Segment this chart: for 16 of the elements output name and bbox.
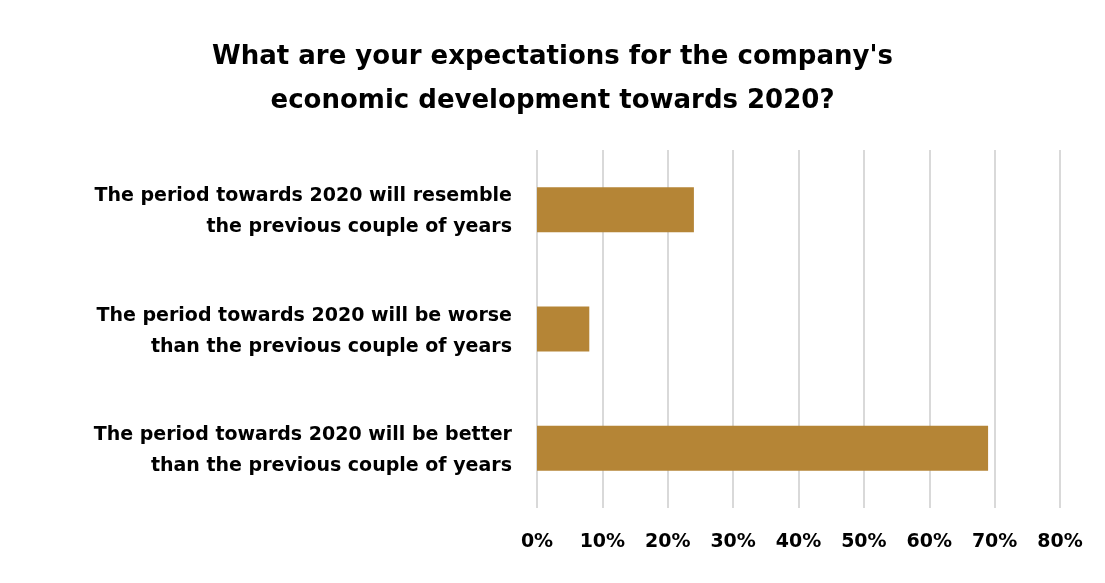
x-tick-label: 30% (710, 528, 756, 551)
x-tick-label: 10% (579, 528, 626, 551)
x-tick-label: 80% (1037, 528, 1083, 551)
y-tick-label: The period towards 2020 will be worse than the previous couple of years (96, 302, 512, 356)
x-tick-label: 0% (520, 528, 554, 551)
x-tick-label: 40% (775, 528, 822, 551)
bar (537, 187, 694, 233)
x-tick-label: 60% (906, 528, 952, 551)
bar (537, 425, 989, 471)
x-tick-label: 20% (645, 528, 691, 551)
y-tick-label: The period towards 2020 will be better than the previous couple of years (93, 421, 513, 475)
x-tick-label: 70% (971, 528, 1018, 551)
x-tick-label: 50% (841, 528, 887, 551)
chart-title: What are your expectations for the company's economic development towards 2020? (212, 40, 893, 114)
bar (537, 306, 590, 352)
y-tick-label: The period towards 2020 will resemble the previous couple of years (94, 183, 512, 237)
